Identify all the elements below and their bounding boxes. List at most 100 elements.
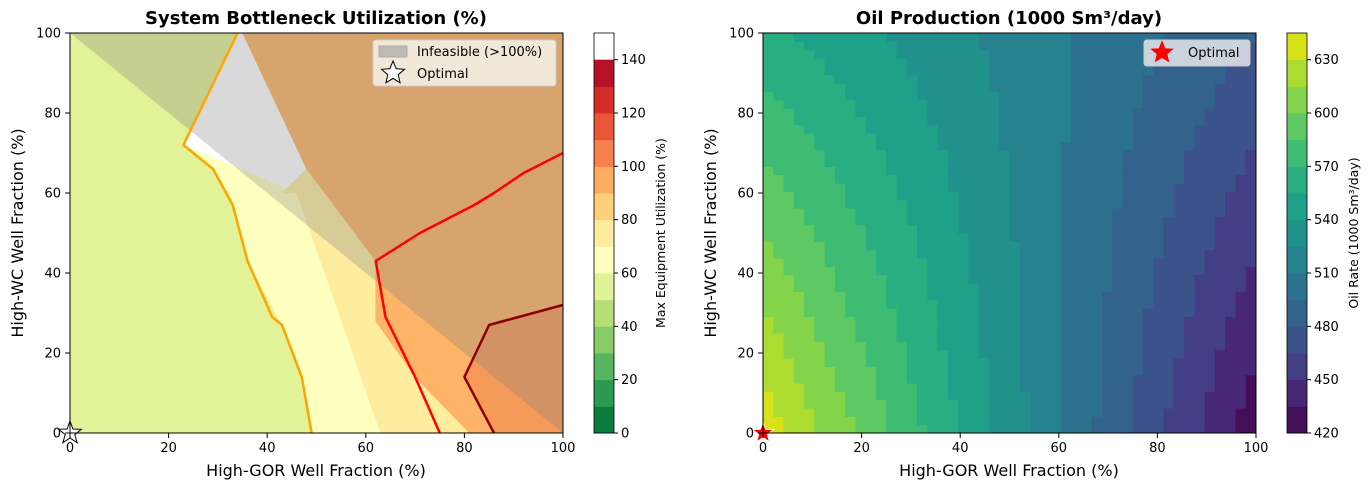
contour-cell [947,283,959,292]
contour-cell [1214,208,1226,217]
contour-cell [865,33,877,42]
contour-cell [1184,391,1195,401]
contour-cell [793,141,805,151]
contour-cell [1245,174,1256,184]
contour-cell [1163,358,1175,367]
contour-cell [958,358,970,367]
contour-cell [937,408,949,417]
contour-cell [1122,341,1134,351]
contour-cell [1060,99,1072,109]
contour-cell [978,99,990,109]
contour-cell [968,374,980,384]
contour-cell [1081,99,1093,109]
contour-cell [999,241,1011,251]
contour-cell [968,416,980,426]
contour-cell [865,224,877,234]
contour-cell [1030,274,1041,284]
contour-cell [1071,216,1082,226]
contour-cell [804,383,815,392]
contour-cell [793,324,805,334]
contour-cell [1081,116,1093,126]
contour-cell [927,191,939,201]
contour-cell [896,166,908,176]
contour-cell [1235,349,1247,359]
contour-cell [814,83,826,92]
contour-cell [937,166,949,176]
contour-cell [1101,308,1113,317]
contour-cell [824,399,836,409]
contour-cell [1245,33,1256,42]
chart1-colorbar-band [594,166,614,194]
contour-cell [824,349,836,359]
contour-cell [783,233,795,242]
contour-cell [1091,316,1103,326]
contour-cell [793,99,805,109]
contour-cell [1091,291,1103,301]
chart2-x-axis-label: High-GOR Well Fraction (%) [899,461,1119,480]
contour-cell [1040,258,1052,267]
contour-cell [1184,224,1195,234]
contour-cell [1009,116,1021,126]
contour-cell [917,358,928,367]
contour-cell [1132,149,1144,159]
contour-cell [1050,424,1062,433]
contour-cell [865,166,877,176]
contour-cell [763,133,774,142]
contour-cell [783,74,795,84]
contour-cell [1204,91,1216,101]
contour-cell [814,91,826,101]
contour-cell [978,333,990,342]
contour-cell [896,299,908,309]
contour-cell [896,241,908,251]
contour-cell [1081,266,1093,276]
contour-cell [845,424,857,433]
contour-cell [1091,49,1103,59]
contour-cell [917,333,928,342]
contour-cell [1040,83,1052,92]
contour-cell [886,58,898,67]
contour-cell [1019,391,1031,401]
contour-cell [1009,333,1021,342]
contour-cell [1030,66,1041,76]
contour-cell [978,299,990,309]
contour-cell [834,366,846,376]
contour-cell [865,124,877,134]
contour-cell [834,133,846,142]
contour-cell [1194,299,1206,309]
contour-cell [1009,233,1021,242]
contour-cell [968,391,980,401]
contour-cell [845,158,857,167]
contour-cell [1071,116,1082,126]
contour-cell [845,383,857,392]
contour-cell [793,249,805,259]
contour-cell [845,208,857,217]
contour-cell [793,366,805,376]
contour-cell [1071,366,1082,376]
contour-cell [1081,233,1093,242]
contour-cell [875,258,887,267]
contour-cell [783,116,795,126]
contour-cell [1173,241,1185,251]
contour-cell [958,166,970,176]
contour-cell [763,258,774,267]
contour-cell [947,166,959,176]
contour-cell [763,274,774,284]
contour-cell [1163,158,1175,167]
contour-cell [937,174,949,184]
contour-cell [927,299,939,309]
contour-cell [1060,174,1072,184]
contour-cell [927,133,939,142]
contour-cell [824,358,836,367]
contour-cell [1101,33,1113,42]
contour-cell [896,208,908,217]
contour-cell [814,291,826,301]
contour-cell [886,141,898,151]
contour-cell [906,83,918,92]
contour-cell [1204,191,1216,201]
contour-cell [824,116,836,126]
contour-cell [1173,266,1185,276]
contour-cell [1040,158,1052,167]
contour-cell [1030,99,1041,109]
contour-cell [1184,308,1195,317]
chart1-colorbar-tick-label: 0 [621,427,629,442]
